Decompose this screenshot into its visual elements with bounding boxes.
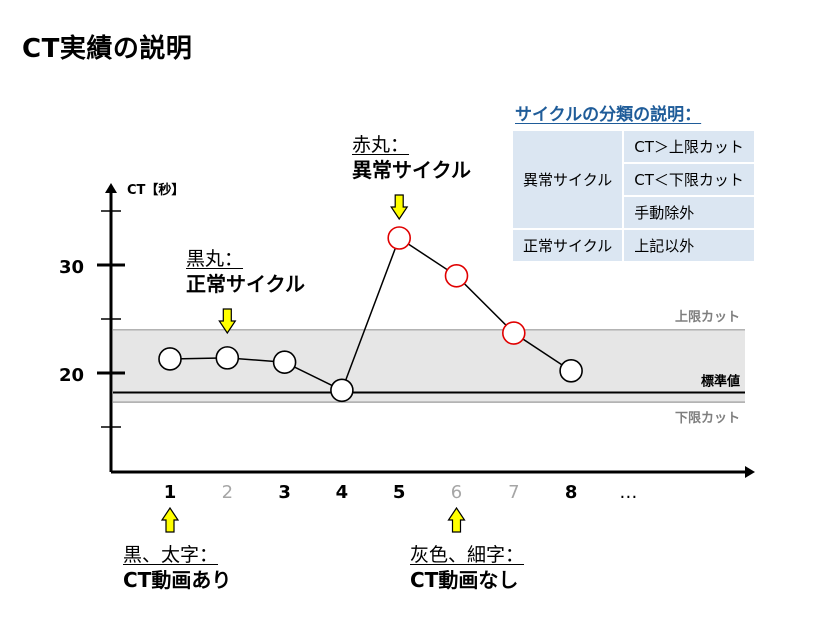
classification-title: サイクルの分類の説明： <box>515 105 702 125</box>
normal-point <box>158 347 182 371</box>
note-normal-sub: 黒丸： <box>186 248 244 270</box>
note-video-no-main: CT動画なし <box>410 567 519 592</box>
lower-cut-label: 下限カット <box>675 411 740 426</box>
x-tick-label: 8 <box>565 482 578 503</box>
normal-point <box>559 359 583 383</box>
table-row: CT＜下限カット <box>513 164 754 195</box>
normal-point <box>330 378 354 403</box>
normal-range-band <box>113 329 745 403</box>
x-tick-label: 1 <box>164 482 177 503</box>
normal-cycle-cell: 正常サイクル <box>513 230 623 261</box>
arrow-up-icon <box>447 506 466 533</box>
normal-point <box>272 350 297 375</box>
x-tick-label: 5 <box>393 482 406 503</box>
note-normal-main: 正常サイクル <box>186 271 305 296</box>
page-title: CT実績の説明 <box>22 34 193 64</box>
classification-table: 異常サイクル CT＞上限カット CT＜下限カット 手動除外 正常サイクル 上記以… <box>511 129 756 263</box>
table-row: 異常サイクル CT＞上限カット <box>513 131 754 228</box>
note-video-no-sub: 灰色、細字： <box>410 544 525 566</box>
abnormal-point <box>444 263 469 288</box>
table-row: 正常サイクル 上記以外 <box>513 230 754 261</box>
x-tick-label: 2 <box>222 482 233 503</box>
y-axis-arrowhead <box>105 183 117 193</box>
x-axis-arrowhead <box>745 466 755 478</box>
note-abnormal-main: 異常サイクル <box>352 157 471 182</box>
abnormal-point <box>501 321 526 345</box>
arrow-down-icon <box>218 308 237 335</box>
criterion-lower-cell: CT＜下限カット <box>624 164 754 195</box>
criterion-upper-cell: CT＞上限カット <box>624 131 754 162</box>
normal-point <box>215 346 240 370</box>
note-video-yes-sub: 黒、太字： <box>123 544 219 566</box>
x-tick-label: 6 <box>451 482 462 503</box>
note-video-no: 灰色、細字： CT動画なし <box>410 544 524 593</box>
y-tick-label: 30 <box>59 257 84 278</box>
note-normal: 黒丸： 正常サイクル <box>186 248 305 297</box>
standard-value-label: 標準値 <box>701 373 740 389</box>
criterion-manual-cell: 手動除外 <box>624 197 754 228</box>
y-tick-label: 20 <box>59 365 84 386</box>
abnormal-point <box>387 226 412 250</box>
note-video-yes-main: CT動画あり <box>123 567 232 592</box>
upper-cut-label: 上限カット <box>675 310 740 325</box>
x-tick-label: 3 <box>278 482 291 503</box>
y-axis-label: CT【秒】 <box>127 182 184 198</box>
x-tick-label: 4 <box>336 482 349 503</box>
note-abnormal: 赤丸： 異常サイクル <box>352 134 471 183</box>
x-tick-label: … <box>619 482 637 503</box>
criterion-other-cell: 上記以外 <box>624 230 754 261</box>
table-row: 手動除外 <box>513 197 754 228</box>
arrow-down-icon <box>390 194 409 221</box>
arrow-up-icon <box>160 506 180 533</box>
note-abnormal-sub: 赤丸： <box>352 134 410 156</box>
note-video-yes: 黒、太字： CT動画あり <box>123 544 231 593</box>
x-tick-label: 7 <box>508 482 519 503</box>
abnormal-cycle-cell: 異常サイクル <box>513 131 623 228</box>
